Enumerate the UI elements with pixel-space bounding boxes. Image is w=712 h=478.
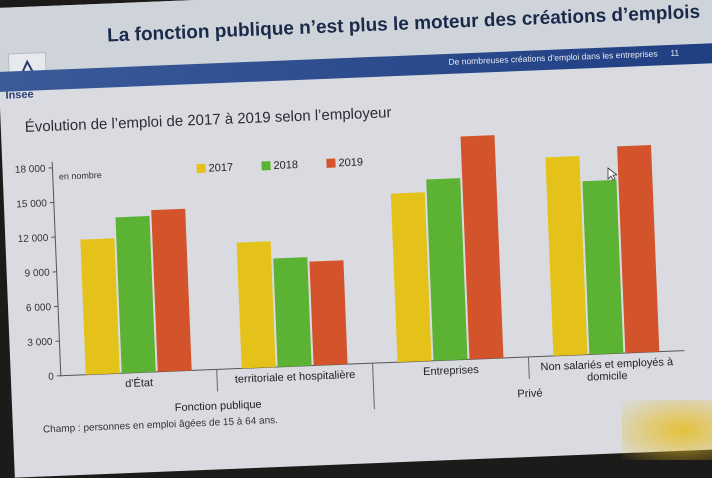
y-tick-label: 6 000 — [26, 302, 52, 314]
group-label: Privé — [517, 387, 543, 400]
bar — [80, 238, 119, 374]
unit-label: en nombre — [59, 170, 102, 182]
legend-swatch — [196, 164, 205, 173]
category-label: domicile — [587, 370, 628, 384]
legend-label: 2017 — [208, 162, 233, 175]
y-tick-label: 3 000 — [27, 337, 53, 349]
light-glare — [622, 400, 712, 460]
y-tick-label: 0 — [48, 371, 54, 382]
category-label: d'État — [125, 376, 153, 390]
category-divider — [217, 369, 218, 391]
bar-chart: 0 3 000 6 000 9 000 12 000 15 000 18 000 en nom… — [5, 112, 706, 429]
bar — [115, 216, 155, 373]
group-divider — [373, 385, 374, 409]
category-divider — [373, 363, 374, 385]
bar — [237, 241, 276, 368]
bar — [309, 260, 347, 365]
bar — [273, 257, 311, 367]
y-tick-label: 15 000 — [16, 198, 47, 210]
category-label: territoriale et hospitalière — [235, 369, 356, 386]
y-tick-label: 12 000 — [17, 233, 48, 245]
group-label: Fonction publique — [175, 399, 262, 414]
y-tick-label: 18 000 — [15, 164, 46, 176]
y-tick-label: 9 000 — [24, 268, 50, 280]
bar — [545, 156, 587, 356]
bar — [151, 209, 191, 372]
mouse-cursor-icon — [607, 167, 617, 181]
bar — [582, 180, 623, 355]
y-axis-line — [52, 162, 61, 376]
page-number: 11 — [670, 48, 679, 58]
legend-label: 2018 — [273, 159, 298, 172]
bar — [461, 135, 504, 359]
bar — [391, 192, 432, 362]
category-label: Entreprises — [423, 364, 480, 378]
legend-label: 2019 — [338, 156, 363, 169]
legend-swatch — [261, 161, 270, 170]
legend-swatch — [326, 159, 335, 168]
bar — [617, 145, 659, 353]
category-divider — [528, 357, 529, 379]
bar — [426, 178, 467, 361]
